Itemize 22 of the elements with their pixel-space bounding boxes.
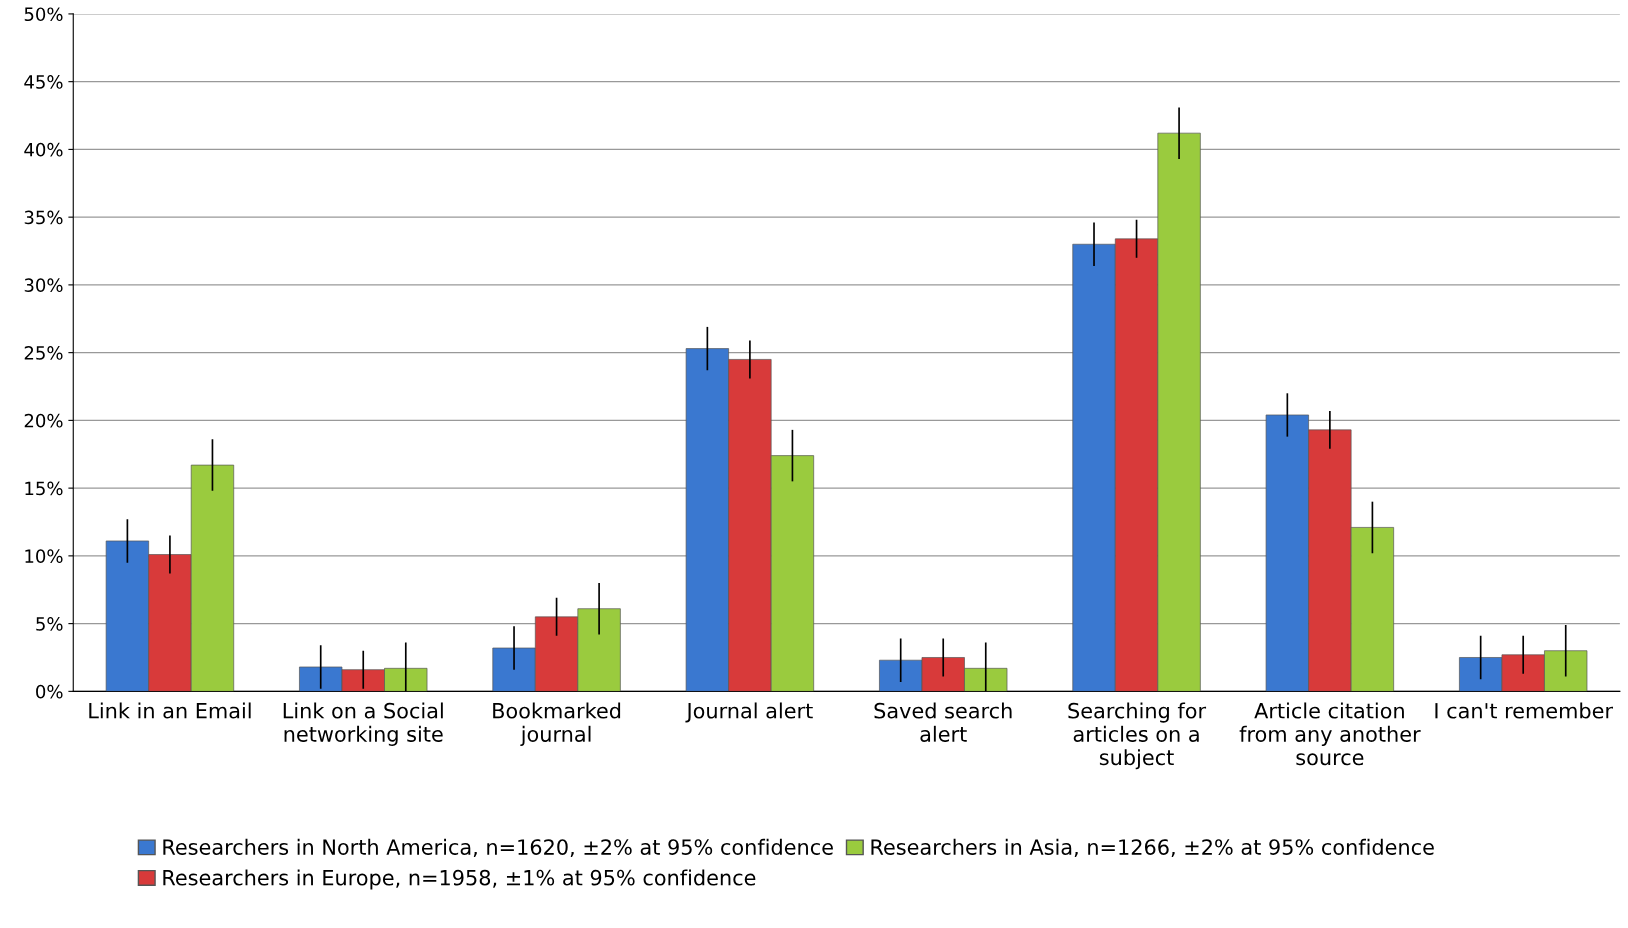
y-tick-label: 10% [25,549,63,563]
legend-label: Researchers in Asia, n=1266, ±2% at 95% confidence [871,838,1434,858]
x-tick-label: Journal alert [685,702,813,723]
y-tick-label: 25% [24,346,63,360]
x-tick-label: Saved search alert [874,702,1012,742]
legend-label: Researchers in Europe, n=1958, ±1% at 95% confidence [163,869,756,890]
x-tick-label: Link in an Email [89,702,251,719]
y-tick-label: 45% [24,75,63,89]
x-tick-label: I can't remember [1435,702,1614,719]
x-tick-label: Bookmarked journal [493,702,621,746]
y-tick-label: 50% [24,7,63,22]
x-tick-label: Article citation from any another source [1239,702,1421,766]
y-tick-label: 20% [24,413,63,428]
y-tick-label: 40% [24,142,63,157]
y-tick-label: 35% [24,210,63,225]
y-tick-label: 15% [25,481,63,496]
x-tick-label: Searching for articles on a subject [1068,702,1207,770]
y-tick-label: 5% [36,617,63,631]
legend-label: Researchers in North America, n=1620, ±2% at 95% confidence [163,838,833,858]
x-tick-label: Link on a Social networking site [283,702,443,746]
y-tick-label: 0% [36,684,63,699]
y-tick-label: 30% [24,278,63,293]
